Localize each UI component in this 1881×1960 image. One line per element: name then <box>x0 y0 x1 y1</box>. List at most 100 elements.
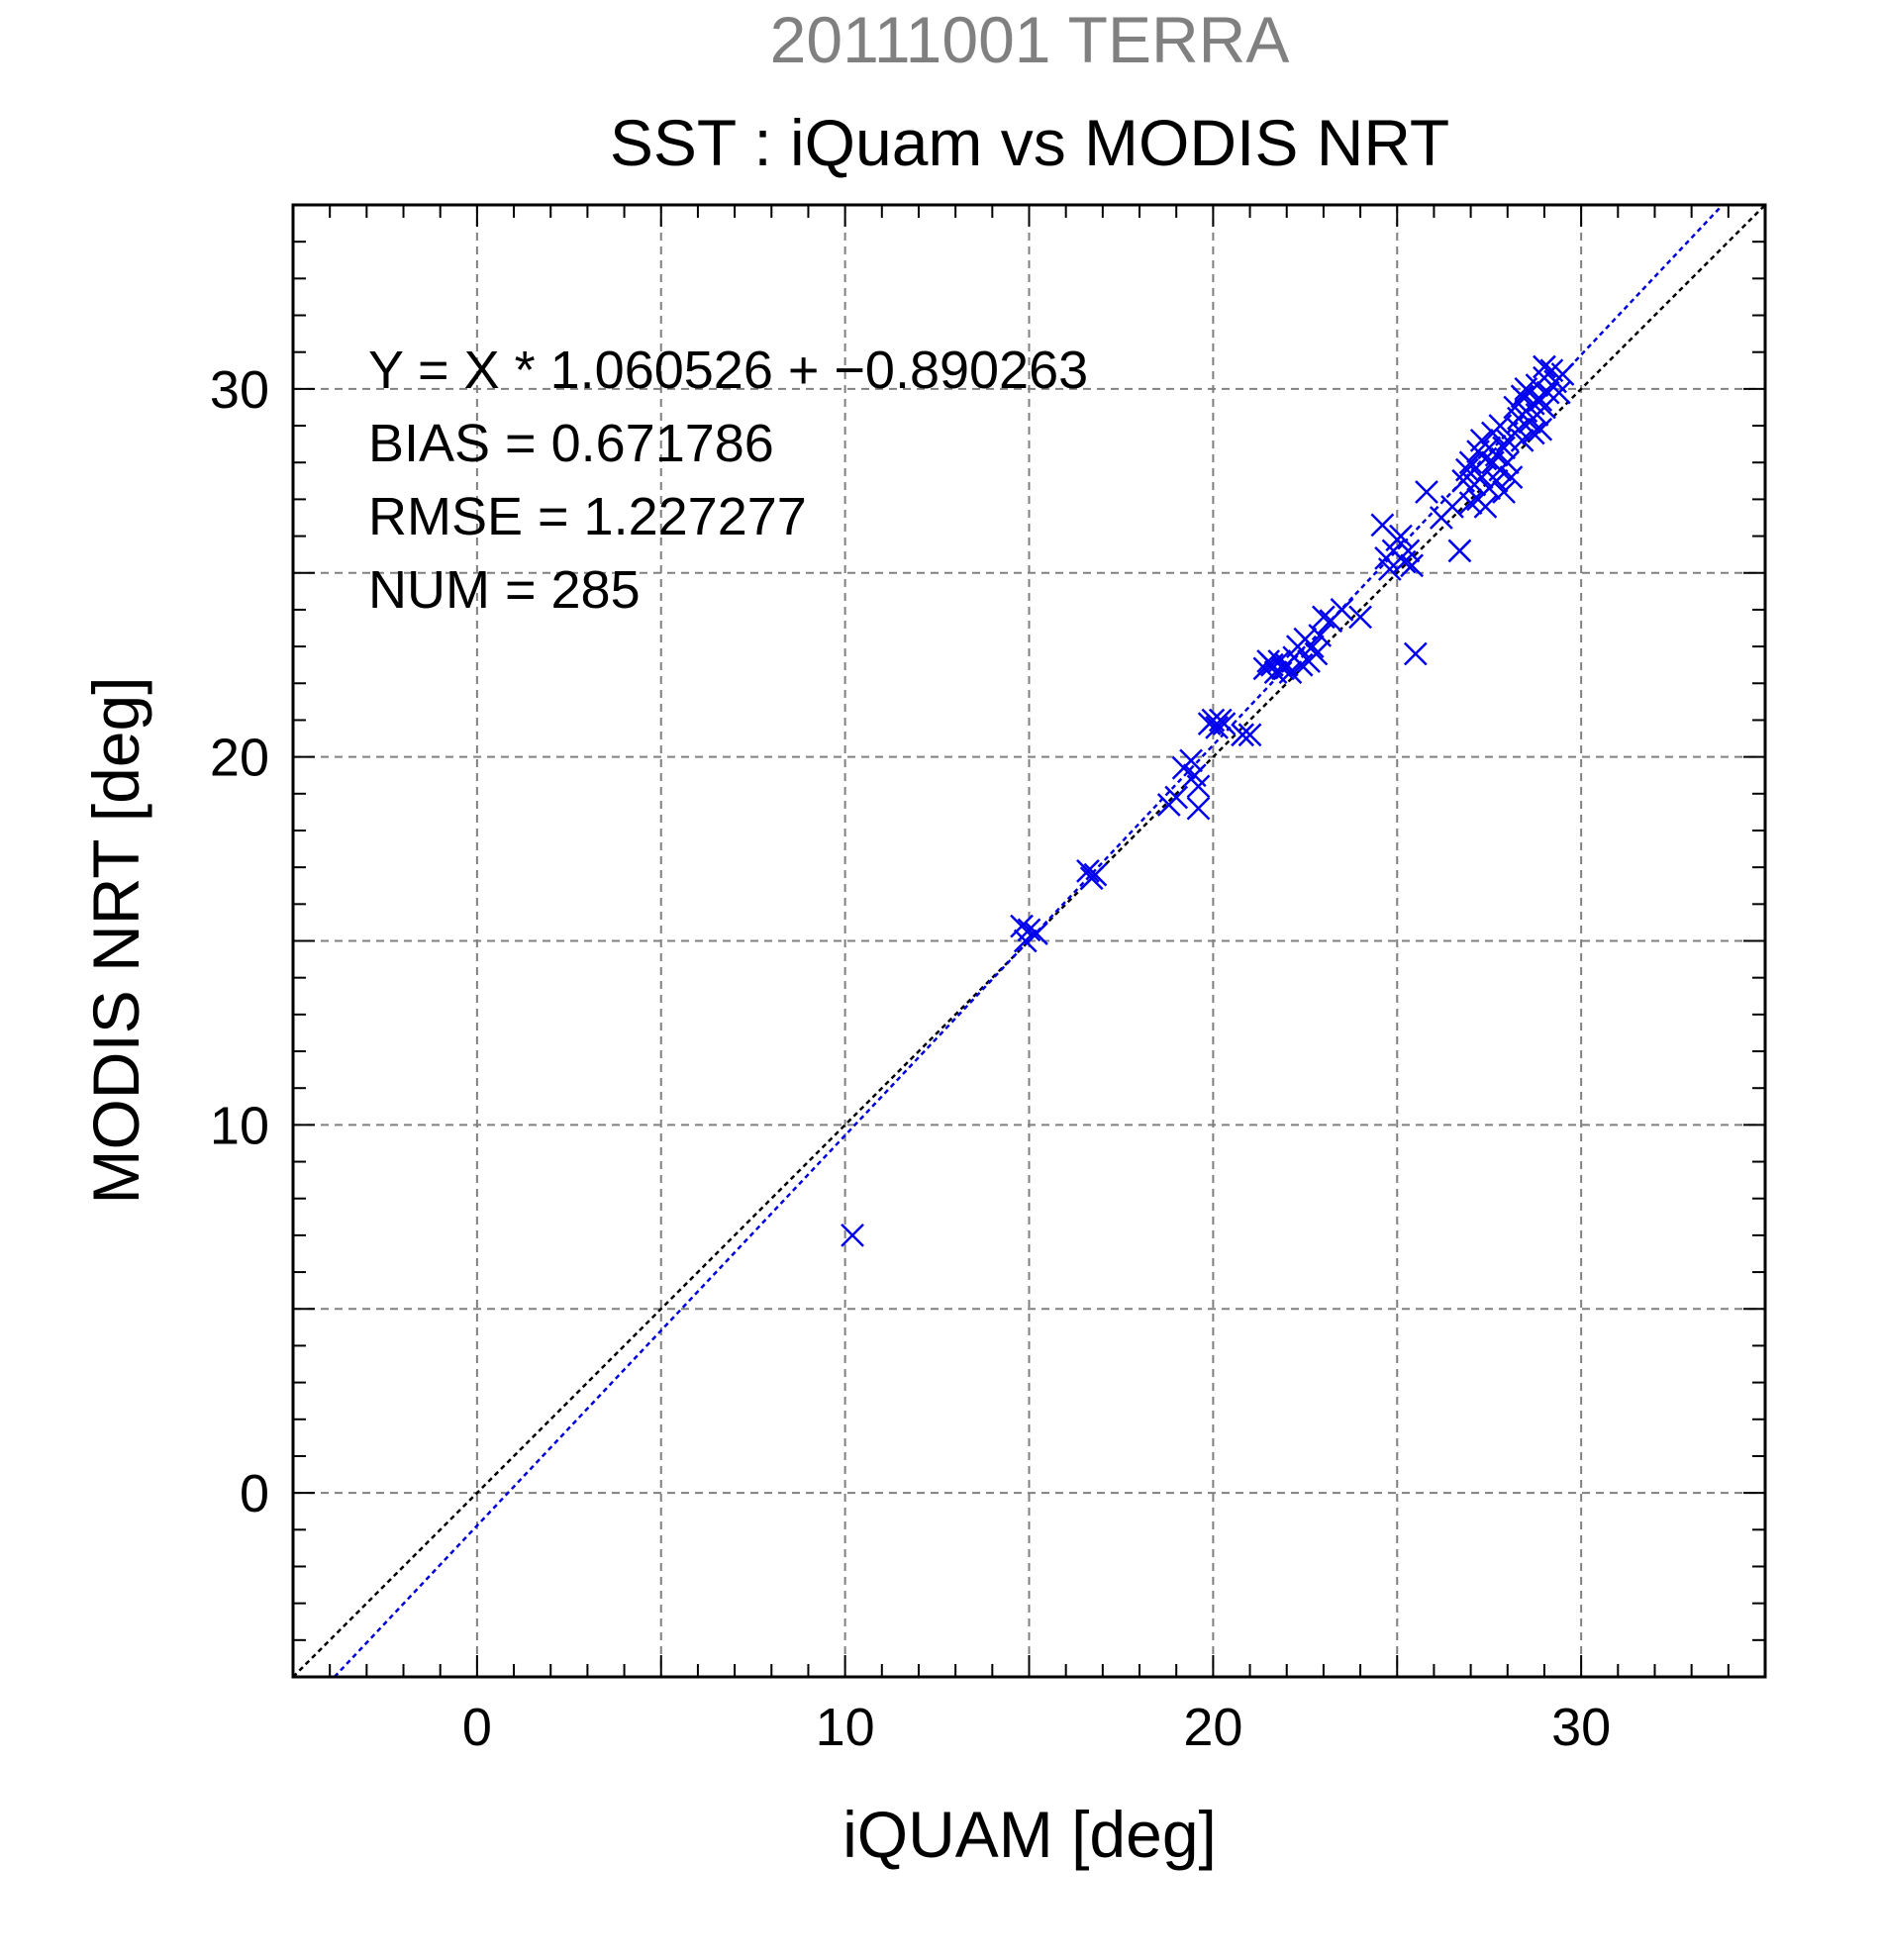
stats-rmse: RMSE = 1.227277 <box>368 487 807 546</box>
chart-subtitle: SST : iQuam vs MODIS NRT <box>610 106 1449 179</box>
data-point-stroke <box>841 1224 864 1247</box>
data-point-stroke <box>1510 429 1534 452</box>
data-point-stroke <box>1458 491 1483 516</box>
x-tick-label: 30 <box>1551 1698 1611 1757</box>
data-point-stroke <box>1492 436 1516 460</box>
axis-ticks <box>292 204 1766 1678</box>
chart-title: 20111001 TERRA <box>770 3 1290 76</box>
data-point-stroke <box>1415 480 1438 504</box>
data-point <box>1403 641 1428 666</box>
y-tick-label: 10 <box>210 1096 269 1155</box>
data-point <box>1330 598 1354 622</box>
data-point-stroke <box>1521 391 1545 416</box>
y-axis-label: MODIS NRT [deg] <box>79 676 152 1204</box>
data-point <box>1348 605 1372 630</box>
data-point-stroke <box>1458 450 1483 475</box>
data-point-stroke <box>1025 922 1048 945</box>
data-point-stroke <box>1521 421 1545 445</box>
data-point-stroke <box>1495 450 1520 475</box>
data-point <box>1308 624 1333 647</box>
stats-box: Y = X * 1.060526 + −0.890263 BIAS = 0.67… <box>368 341 1088 620</box>
data-point <box>1400 553 1425 578</box>
data-point <box>1495 450 1520 475</box>
data-point <box>1231 723 1254 747</box>
data-point-stroke <box>1396 539 1421 563</box>
data-point-stroke <box>1535 380 1560 405</box>
data-point <box>1025 922 1048 945</box>
y-tick-label: 30 <box>210 360 269 420</box>
data-point-stroke <box>1469 465 1494 489</box>
data-point-stroke <box>1182 763 1207 788</box>
x-tick-label: 10 <box>816 1698 875 1757</box>
x-axis-label: iQUAM [deg] <box>842 1798 1217 1871</box>
data-point-stroke <box>1304 641 1329 666</box>
data-point <box>1458 450 1483 475</box>
stats-equation: Y = X * 1.060526 + −0.890263 <box>368 341 1088 400</box>
plot-frame <box>291 203 1767 1679</box>
data-point-stroke <box>1403 641 1428 666</box>
data-point <box>1278 660 1303 685</box>
data-point <box>1415 480 1438 504</box>
data-point-stroke <box>1267 649 1292 673</box>
data-point-stroke <box>1300 635 1325 658</box>
data-point-stroke <box>1348 605 1372 630</box>
data-point <box>1205 716 1229 739</box>
data-point-stroke <box>1186 774 1211 799</box>
data-point-stroke <box>1164 785 1189 810</box>
data-point <box>1473 494 1498 519</box>
data-point <box>1289 652 1314 677</box>
data-point <box>1017 918 1041 942</box>
data-point <box>1083 862 1108 887</box>
data-point <box>1529 417 1553 441</box>
data-point-stroke <box>1447 539 1472 563</box>
data-point <box>1440 494 1464 519</box>
data-point <box>1550 362 1575 386</box>
data-point-stroke <box>1238 723 1262 747</box>
data-point <box>1300 635 1325 658</box>
data-point <box>1389 524 1413 548</box>
data-point <box>1186 796 1211 821</box>
data-point-stroke <box>1539 358 1564 383</box>
data-point <box>1377 557 1402 581</box>
data-point <box>1499 465 1524 489</box>
y-tick-label: 0 <box>240 1464 269 1523</box>
data-point-stroke <box>1179 748 1203 773</box>
data-point-stroke <box>1330 598 1354 622</box>
data-point-stroke <box>1231 723 1254 747</box>
data-point-stroke <box>1533 354 1556 379</box>
data-point-stroke <box>1289 652 1314 677</box>
data-point <box>1312 605 1336 630</box>
data-point <box>1458 491 1483 516</box>
data-point-stroke <box>1473 494 1498 519</box>
y-tick-label: 20 <box>210 729 269 788</box>
data-point-stroke <box>1312 605 1336 630</box>
data-point <box>841 1224 864 1247</box>
data-point <box>1492 480 1516 504</box>
data-point <box>1469 465 1494 489</box>
data-point-stroke <box>1389 524 1413 548</box>
data-point-stroke <box>1377 557 1402 581</box>
data-point-stroke <box>1252 656 1277 681</box>
data-point <box>1454 457 1479 482</box>
data-point <box>1488 414 1513 438</box>
data-point <box>1546 380 1571 405</box>
data-point <box>1521 421 1545 445</box>
data-point <box>1186 774 1211 799</box>
data-point-stroke <box>1492 480 1516 504</box>
x-tick-label: 20 <box>1183 1698 1242 1757</box>
data-point-stroke <box>1370 513 1395 538</box>
data-point-stroke <box>1083 862 1108 887</box>
data-point-stroke <box>1529 417 1553 441</box>
data-point <box>1304 641 1329 666</box>
data-point <box>1212 712 1237 736</box>
data-point-stroke <box>1440 494 1464 519</box>
data-point-stroke <box>1076 858 1100 883</box>
data-point-stroke <box>1400 553 1425 578</box>
data-points <box>841 354 1575 1247</box>
data-point <box>1238 723 1262 747</box>
data-point-stroke <box>1546 380 1571 405</box>
data-point-stroke <box>1201 708 1226 733</box>
data-point-stroke <box>1550 362 1575 386</box>
data-point <box>1164 785 1189 810</box>
